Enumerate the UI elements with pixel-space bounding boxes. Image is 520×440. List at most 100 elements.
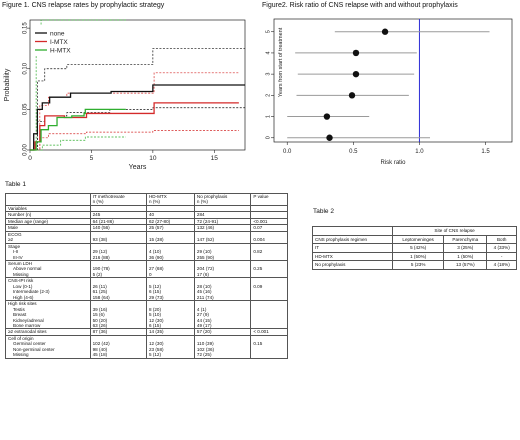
table1-cell bbox=[250, 300, 288, 330]
table1-cell bbox=[193, 204, 252, 213]
table1-header-cell: P value bbox=[250, 193, 288, 206]
table2-cell: 5 (23% bbox=[392, 260, 445, 270]
table1-cell: 147 (52) bbox=[193, 230, 252, 244]
table1-row: Median age (range) 64 (21-86) 62 (27-80) 72… bbox=[5, 217, 288, 226]
table1-cell: Serum LDH Above normal Missing bbox=[5, 259, 91, 279]
table1-cell: 190 (78) 5 (2) bbox=[89, 259, 147, 279]
table1-cell: 0.15 bbox=[250, 334, 288, 359]
table1-cell: 245 bbox=[89, 211, 147, 219]
table1-cell: 0.09 bbox=[250, 277, 288, 302]
table1-cell: 29 (12) 216 (88) bbox=[89, 242, 147, 261]
table1-cell: 0.07 bbox=[250, 224, 288, 232]
table1-cell: ECOG ≥2 bbox=[5, 230, 91, 244]
table1-cell: 27 (68) 0 bbox=[145, 259, 195, 279]
y-tick-label: 3 bbox=[265, 73, 271, 76]
table2-header-cell: CNS prophylaxis regimen bbox=[311, 234, 394, 245]
point-estimate bbox=[323, 113, 331, 120]
table2-cell: 4 (18%) bbox=[486, 260, 517, 270]
table1-cell: 12 (30) 23 (58) 5 (12) bbox=[145, 334, 195, 359]
table1-cell: 8 (20) 5 (10) 12 (30) 6 (15) bbox=[145, 300, 195, 330]
table2-header-cell: Parenchyma bbox=[443, 234, 488, 245]
table1-header-cell: HD-MTX n (%) bbox=[145, 193, 195, 206]
table1-cell: 39 (16) 15 (6) 50 (20) 63 (26) bbox=[89, 300, 147, 330]
table1-cell: 132 (46) bbox=[193, 224, 252, 232]
table1-row: CNS-IPI risk Low (0-1) Intermediate (2-3) H… bbox=[5, 277, 288, 302]
table1-cell: 204 (72) 17 (6) bbox=[193, 259, 252, 279]
x-tick-label: 0 bbox=[28, 155, 32, 162]
table1-cell: CNS-IPI risk Low (0-1) Intermediate (2-3) H… bbox=[5, 277, 91, 302]
table2-cell: 1 (50%) bbox=[443, 251, 488, 262]
table1-cell bbox=[250, 211, 288, 219]
y-tick-label: 0.10 bbox=[23, 62, 29, 74]
table1: IT methotrexate n (%) HD-MTX n (%) No prophy… bbox=[5, 193, 288, 359]
curve-H-MTX bbox=[30, 108, 126, 151]
table1-row: Male 140 (56) 25 (57) 132 (46) 0.07 bbox=[5, 224, 288, 232]
point-estimate bbox=[352, 49, 360, 57]
table1-cell: 0.82 bbox=[250, 242, 288, 261]
legend-label-none: none bbox=[50, 30, 65, 37]
table1-cell: 140 (56) bbox=[89, 224, 147, 232]
legend-label-I-MTX: I-MTX bbox=[50, 39, 68, 46]
table2-title: Table 2 bbox=[313, 208, 334, 215]
table1-cell bbox=[250, 204, 288, 213]
table2-row: HD-MTX 1 (50%) 1 (50%) - bbox=[311, 251, 517, 262]
table1-cell: 28 (10) 45 (16) 211 (74) bbox=[193, 277, 252, 302]
ci-lower-I-MTX bbox=[30, 130, 239, 151]
figure1-chart: 0 5 10 15 0.00 0.05 0.10 0.15 Years Probability no… bbox=[4, 19, 246, 169]
table1-row: ECOG ≥2 93 (38) 15 (38) 147 (52) 0.004 bbox=[5, 230, 288, 244]
table1-header-cell: IT methotrexate n (%) bbox=[89, 193, 147, 206]
y-tick-label: 4 bbox=[265, 51, 271, 54]
table1-cell: High risk sites Testis Breast Kidney/adrena… bbox=[5, 300, 91, 330]
table2-cell: No prophylaxis bbox=[311, 260, 394, 270]
table1-cell bbox=[89, 204, 147, 213]
table1-cell: 0.25 bbox=[250, 259, 288, 279]
table2-row: IT 5 (42%) 3 (25%) 4 (33%) bbox=[311, 243, 517, 253]
y-tick-label: 5 bbox=[265, 30, 271, 33]
legend-label-H-MTX: H-MTX bbox=[50, 47, 71, 54]
table2-corner bbox=[311, 226, 394, 236]
table1-cell: 5 (12) 6 (15) 29 (73) bbox=[145, 277, 195, 302]
y-tick-label: 0.05 bbox=[23, 103, 29, 115]
table2-cell: IT bbox=[311, 243, 394, 253]
y-tick-label: 2 bbox=[265, 94, 271, 97]
table1-row: Stage I-II III-IV 29 (12) 216 (88) 4 (10) 36 (… bbox=[5, 242, 288, 261]
table1-header-cell: No prophylaxis n (%) bbox=[193, 193, 252, 206]
table1-cell: 284 bbox=[193, 211, 252, 219]
table1-cell: <0.001 bbox=[250, 217, 288, 226]
x-tick-label: 5 bbox=[90, 155, 94, 162]
table2-row: No prophylaxis 5 (23% 13 (57%) 4 (18%) bbox=[311, 260, 517, 270]
table2-cell: - bbox=[486, 251, 517, 262]
table1-row: High risk sites Testis Breast Kidney/adrena… bbox=[5, 300, 288, 330]
table1-cell: Cell of origin Germinal center Non-germina… bbox=[5, 334, 91, 359]
x-tick-label: 10 bbox=[149, 155, 157, 162]
figure2-title: Figure2. Risk ratio of CNS relapse with … bbox=[262, 2, 458, 9]
table1-cell: Stage I-II III-IV bbox=[5, 242, 91, 261]
table2-header-cell: Leptomeninges bbox=[392, 234, 445, 245]
table2-cell: 5 (42%) bbox=[392, 243, 445, 253]
table2-cell: 1 (50%) bbox=[392, 251, 445, 262]
table1-cell: 64 (21-86) bbox=[89, 217, 147, 226]
table2-cell: HD-MTX bbox=[311, 251, 394, 262]
y-tick-label: 0 bbox=[265, 136, 271, 139]
x-tick-label: 0.0 bbox=[283, 149, 292, 155]
table2-group-header: Site of CNS relapse bbox=[392, 226, 517, 236]
table1-cell: 26 (11) 61 (25) 158 (64) bbox=[89, 277, 147, 302]
table1-header-cell bbox=[5, 193, 91, 206]
point-estimate bbox=[326, 134, 333, 141]
table1-cell: 29 (10) 255 (90) bbox=[193, 242, 252, 261]
table1-title: Table 1 bbox=[5, 181, 26, 188]
y-tick-label: 1 bbox=[265, 115, 271, 118]
ci-upper-none bbox=[30, 48, 245, 151]
ci-lower-H-MTX bbox=[30, 136, 126, 151]
y-tick-label: 0.00 bbox=[23, 144, 29, 156]
y-tick-label: 0.15 bbox=[23, 22, 29, 34]
table1-row: Cell of origin Germinal center Non-germina… bbox=[5, 334, 288, 359]
x-axis-label: Risk ratio bbox=[380, 160, 406, 166]
table1-cell: 57 (20) bbox=[193, 328, 252, 336]
table1-row: ≥2 extranodal sites 87 (36) 14 (35) 57 (20)… bbox=[5, 328, 288, 336]
ci-upper-I-MTX bbox=[30, 72, 239, 151]
table1-cell: 110 (39) 102 (36) 72 (25) bbox=[193, 334, 252, 359]
curve-I-MTX bbox=[30, 102, 239, 151]
figure2-chart: 0.0 0.5 1.0 1.5 0 1 2 3 4 5 Risk ratio Years from s… bbox=[265, 18, 513, 166]
x-tick-label: 1.5 bbox=[481, 149, 490, 155]
